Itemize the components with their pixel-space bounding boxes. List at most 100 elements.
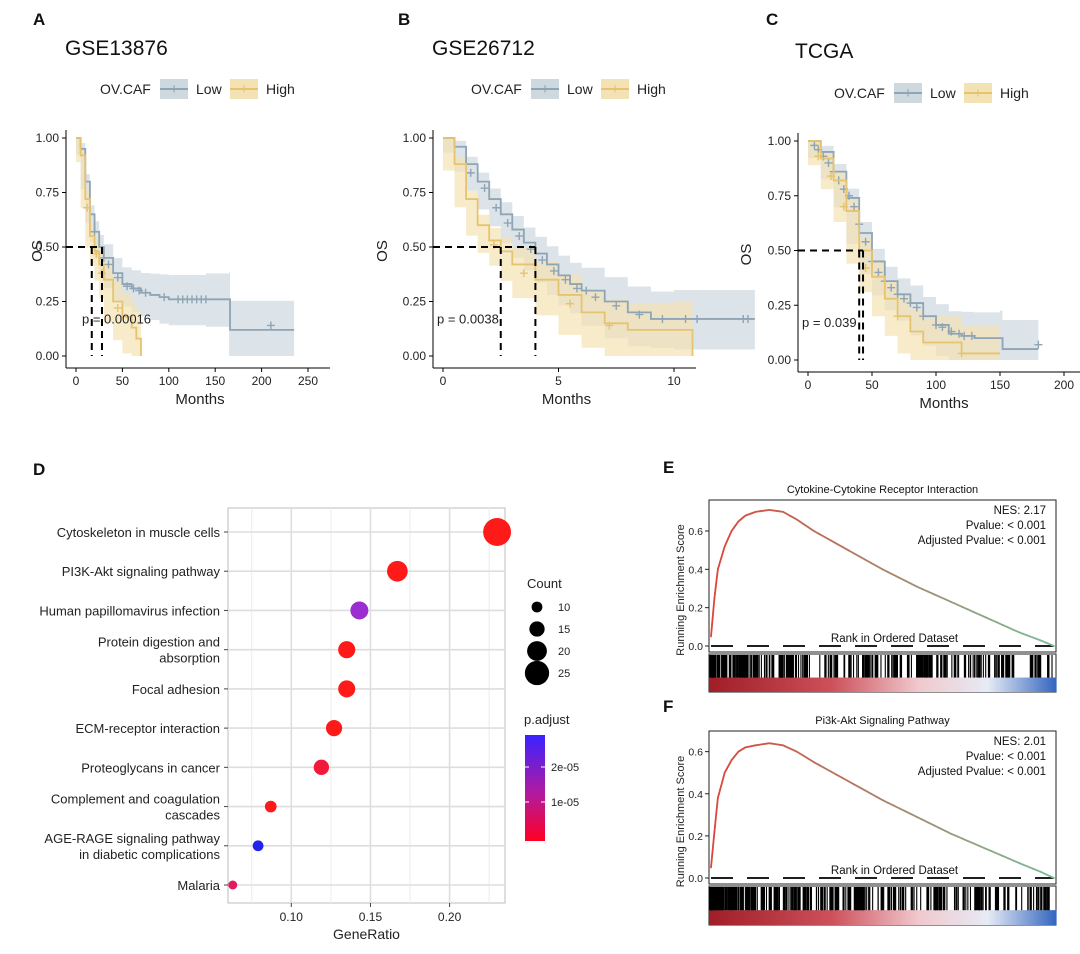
rank-color-cell xyxy=(801,677,805,692)
running-score-segment xyxy=(921,588,930,593)
rank-color-cell xyxy=(980,677,984,692)
rank-color-cell xyxy=(996,910,999,925)
rank-color-cell xyxy=(805,677,808,692)
rank-color-cell xyxy=(1040,910,1044,925)
rank-color-cell xyxy=(919,910,922,925)
rank-color-cell xyxy=(892,910,895,925)
rank-color-cell xyxy=(815,910,818,925)
running-score-segment xyxy=(1001,624,1010,629)
rank-color-cell xyxy=(803,677,806,692)
running-score-segment xyxy=(1007,857,1015,862)
rank-color-cell xyxy=(766,910,770,925)
rank-color-cell xyxy=(863,910,866,925)
gsea-title: Cytokine-Cytokine Receptor Interaction xyxy=(787,484,978,496)
x-tick-label: 100 xyxy=(926,378,946,392)
y-tick-label: 0.00 xyxy=(768,353,792,367)
rank-color-cell xyxy=(801,910,805,925)
rank-color-cell xyxy=(949,910,953,925)
censor-mark-low xyxy=(129,284,138,293)
rank-color-cell xyxy=(743,677,747,692)
rank-color-cell xyxy=(917,677,920,692)
rank-color-cell xyxy=(882,677,886,692)
rank-color-cell xyxy=(728,677,731,692)
rank-color-cell xyxy=(876,910,880,925)
censor-mark-low xyxy=(919,312,928,321)
rank-color-cell xyxy=(1011,910,1015,925)
rank-color-cell xyxy=(976,677,980,692)
rank-color-cell xyxy=(990,910,993,925)
rank-color-cell xyxy=(1054,910,1057,925)
rank-color-cell xyxy=(807,677,810,692)
rank-color-cell xyxy=(774,910,778,925)
gsea-stat: Pvalue: < 0.001 xyxy=(966,520,1046,532)
rank-color-cell xyxy=(1040,677,1044,692)
running-score-segment xyxy=(710,622,714,631)
censor-mark-low xyxy=(104,260,113,269)
rank-color-cell xyxy=(730,910,733,925)
censor-mark-high xyxy=(519,269,528,278)
censor-mark-high xyxy=(566,299,575,308)
running-score-segment xyxy=(847,549,855,555)
running-score-segment xyxy=(910,582,918,588)
rank-color-cell xyxy=(832,910,835,925)
legend-label-high: High xyxy=(266,81,295,97)
censor-mark-low xyxy=(810,141,819,150)
rank-color-cell xyxy=(905,910,909,925)
legend-title: OV.CAF xyxy=(471,81,522,97)
rank-color-cell xyxy=(1050,910,1053,925)
rank-color-cell xyxy=(948,910,951,925)
rank-color-cell xyxy=(926,677,930,692)
p-value-label: p = 0.00016 xyxy=(82,311,151,326)
rank-color-cell xyxy=(809,910,812,925)
dot-point xyxy=(338,641,356,659)
panel-letter-e: E xyxy=(663,458,674,477)
rank-color-cell xyxy=(1042,677,1046,692)
rank-color-cell xyxy=(1007,677,1011,692)
rank-color-cell xyxy=(755,677,758,692)
running-score-segment xyxy=(887,801,895,807)
rank-color-cell xyxy=(714,910,718,925)
rank-color-cell xyxy=(755,910,758,925)
rank-color-cell xyxy=(741,677,745,692)
rank-color-cell xyxy=(745,910,749,925)
censor-mark-low xyxy=(492,203,501,212)
censor-mark-low xyxy=(201,295,210,304)
rank-color-cell xyxy=(1011,677,1015,692)
x-tick-label: 150 xyxy=(990,378,1010,392)
running-score-segment xyxy=(995,621,1004,626)
rank-color-cell xyxy=(811,910,814,925)
rank-color-cell xyxy=(1030,910,1034,925)
rank-color-cell xyxy=(816,910,820,925)
rank-color-cell xyxy=(946,910,949,925)
rank-color-cell xyxy=(1036,677,1040,692)
rank-color-cell xyxy=(888,910,891,925)
rank-color-cell xyxy=(1048,677,1051,692)
running-score-segment xyxy=(712,597,716,606)
gsea-stat: Adjusted Pvalue: < 0.001 xyxy=(918,535,1046,547)
rank-color-cell xyxy=(867,910,870,925)
rank-color-cell xyxy=(714,677,718,692)
rank-color-cell xyxy=(949,677,953,692)
rank-color-cell xyxy=(884,677,887,692)
running-score-segment xyxy=(904,810,912,816)
rank-color-cell xyxy=(1029,677,1032,692)
rank-color-cell xyxy=(766,677,770,692)
running-score-segment xyxy=(938,595,947,601)
y-tick-label: 0.75 xyxy=(36,186,60,200)
rank-color-cell xyxy=(903,677,907,692)
rank-color-cell xyxy=(899,677,903,692)
rank-color-cell xyxy=(851,910,855,925)
censor-mark-low xyxy=(549,266,558,275)
rank-color-cell xyxy=(874,677,878,692)
y-axis-label: Running Enrichment Score xyxy=(675,524,687,655)
rank-color-cell xyxy=(726,910,729,925)
censor-mark-low xyxy=(912,303,921,312)
rank-color-cell xyxy=(855,910,859,925)
running-score-segment xyxy=(973,611,981,616)
rank-color-cell xyxy=(1019,677,1022,692)
legend-label-high: High xyxy=(1000,85,1029,101)
running-score-segment xyxy=(967,608,975,614)
rank-color-cell xyxy=(834,910,837,925)
running-score-segment xyxy=(835,773,844,779)
rank-color-cell xyxy=(861,677,864,692)
